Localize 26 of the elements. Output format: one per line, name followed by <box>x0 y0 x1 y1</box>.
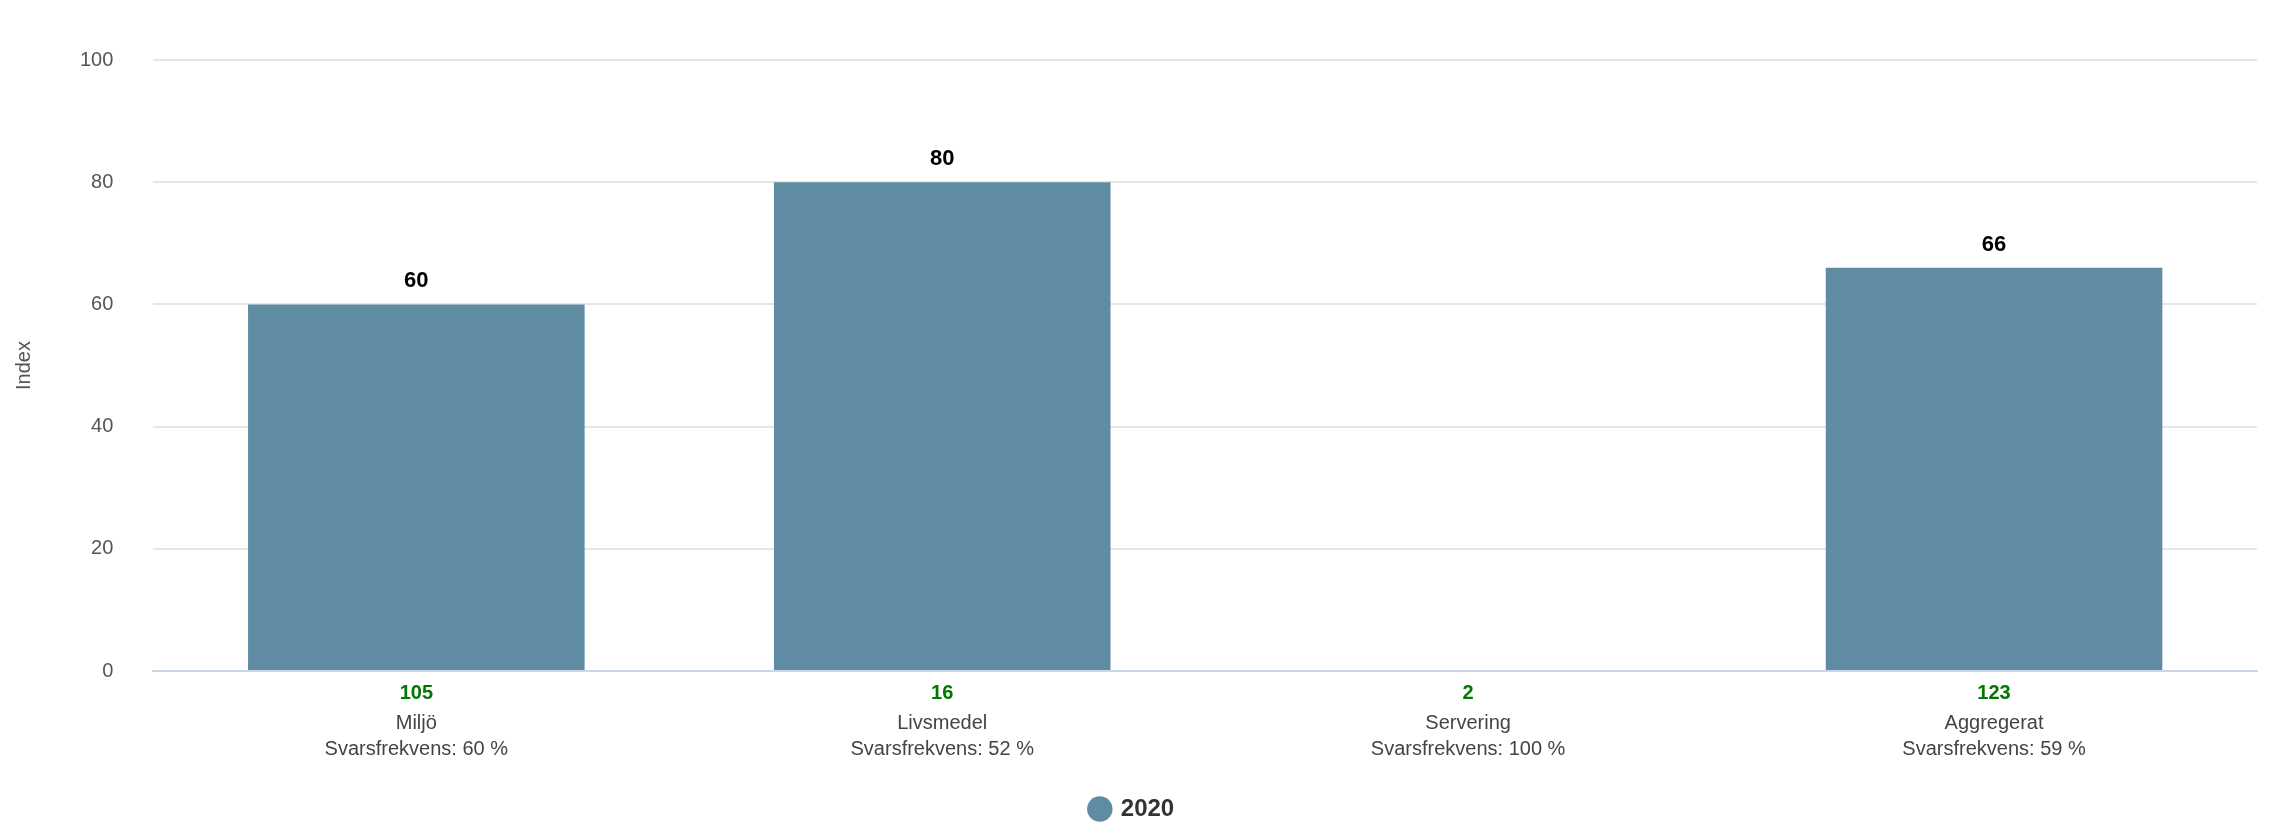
y-tick-label: 100 <box>79 47 114 70</box>
y-tick-label: 0 <box>102 658 114 681</box>
y-axis-title: Index <box>11 341 34 390</box>
text: Svarsfrekvens: 60 % <box>324 736 509 759</box>
text: 123 <box>1977 680 2011 703</box>
data-label: 60 <box>404 267 429 293</box>
y-tick-label: 80 <box>91 169 114 192</box>
bar <box>1825 267 2163 670</box>
text: Svarsfrekvens: 59 % <box>1902 736 2086 759</box>
x-tick-label: Miljö <box>395 710 437 733</box>
x-tick-label: Servering <box>1425 710 1511 733</box>
text: Svarsfrekvens: 100 % <box>1370 736 1566 759</box>
data-label: 66 <box>1981 230 2007 256</box>
x-tick-label: Aggregerat <box>1944 710 2044 733</box>
text: 105 <box>399 680 434 703</box>
text: 2 <box>1462 680 1474 703</box>
data-label: 80 <box>929 145 955 171</box>
x-tick-label: Livsmedel <box>897 710 988 733</box>
text: Svarsfrekvens: 52 % <box>850 736 1035 759</box>
y-tick-label: 20 <box>91 536 114 559</box>
bar <box>248 304 585 670</box>
text: 16 <box>931 680 954 703</box>
y-tick-label: 40 <box>91 414 114 437</box>
bar <box>773 182 1111 670</box>
legend-label: 2020 <box>1120 793 1175 821</box>
y-tick-label: 60 <box>91 291 114 314</box>
